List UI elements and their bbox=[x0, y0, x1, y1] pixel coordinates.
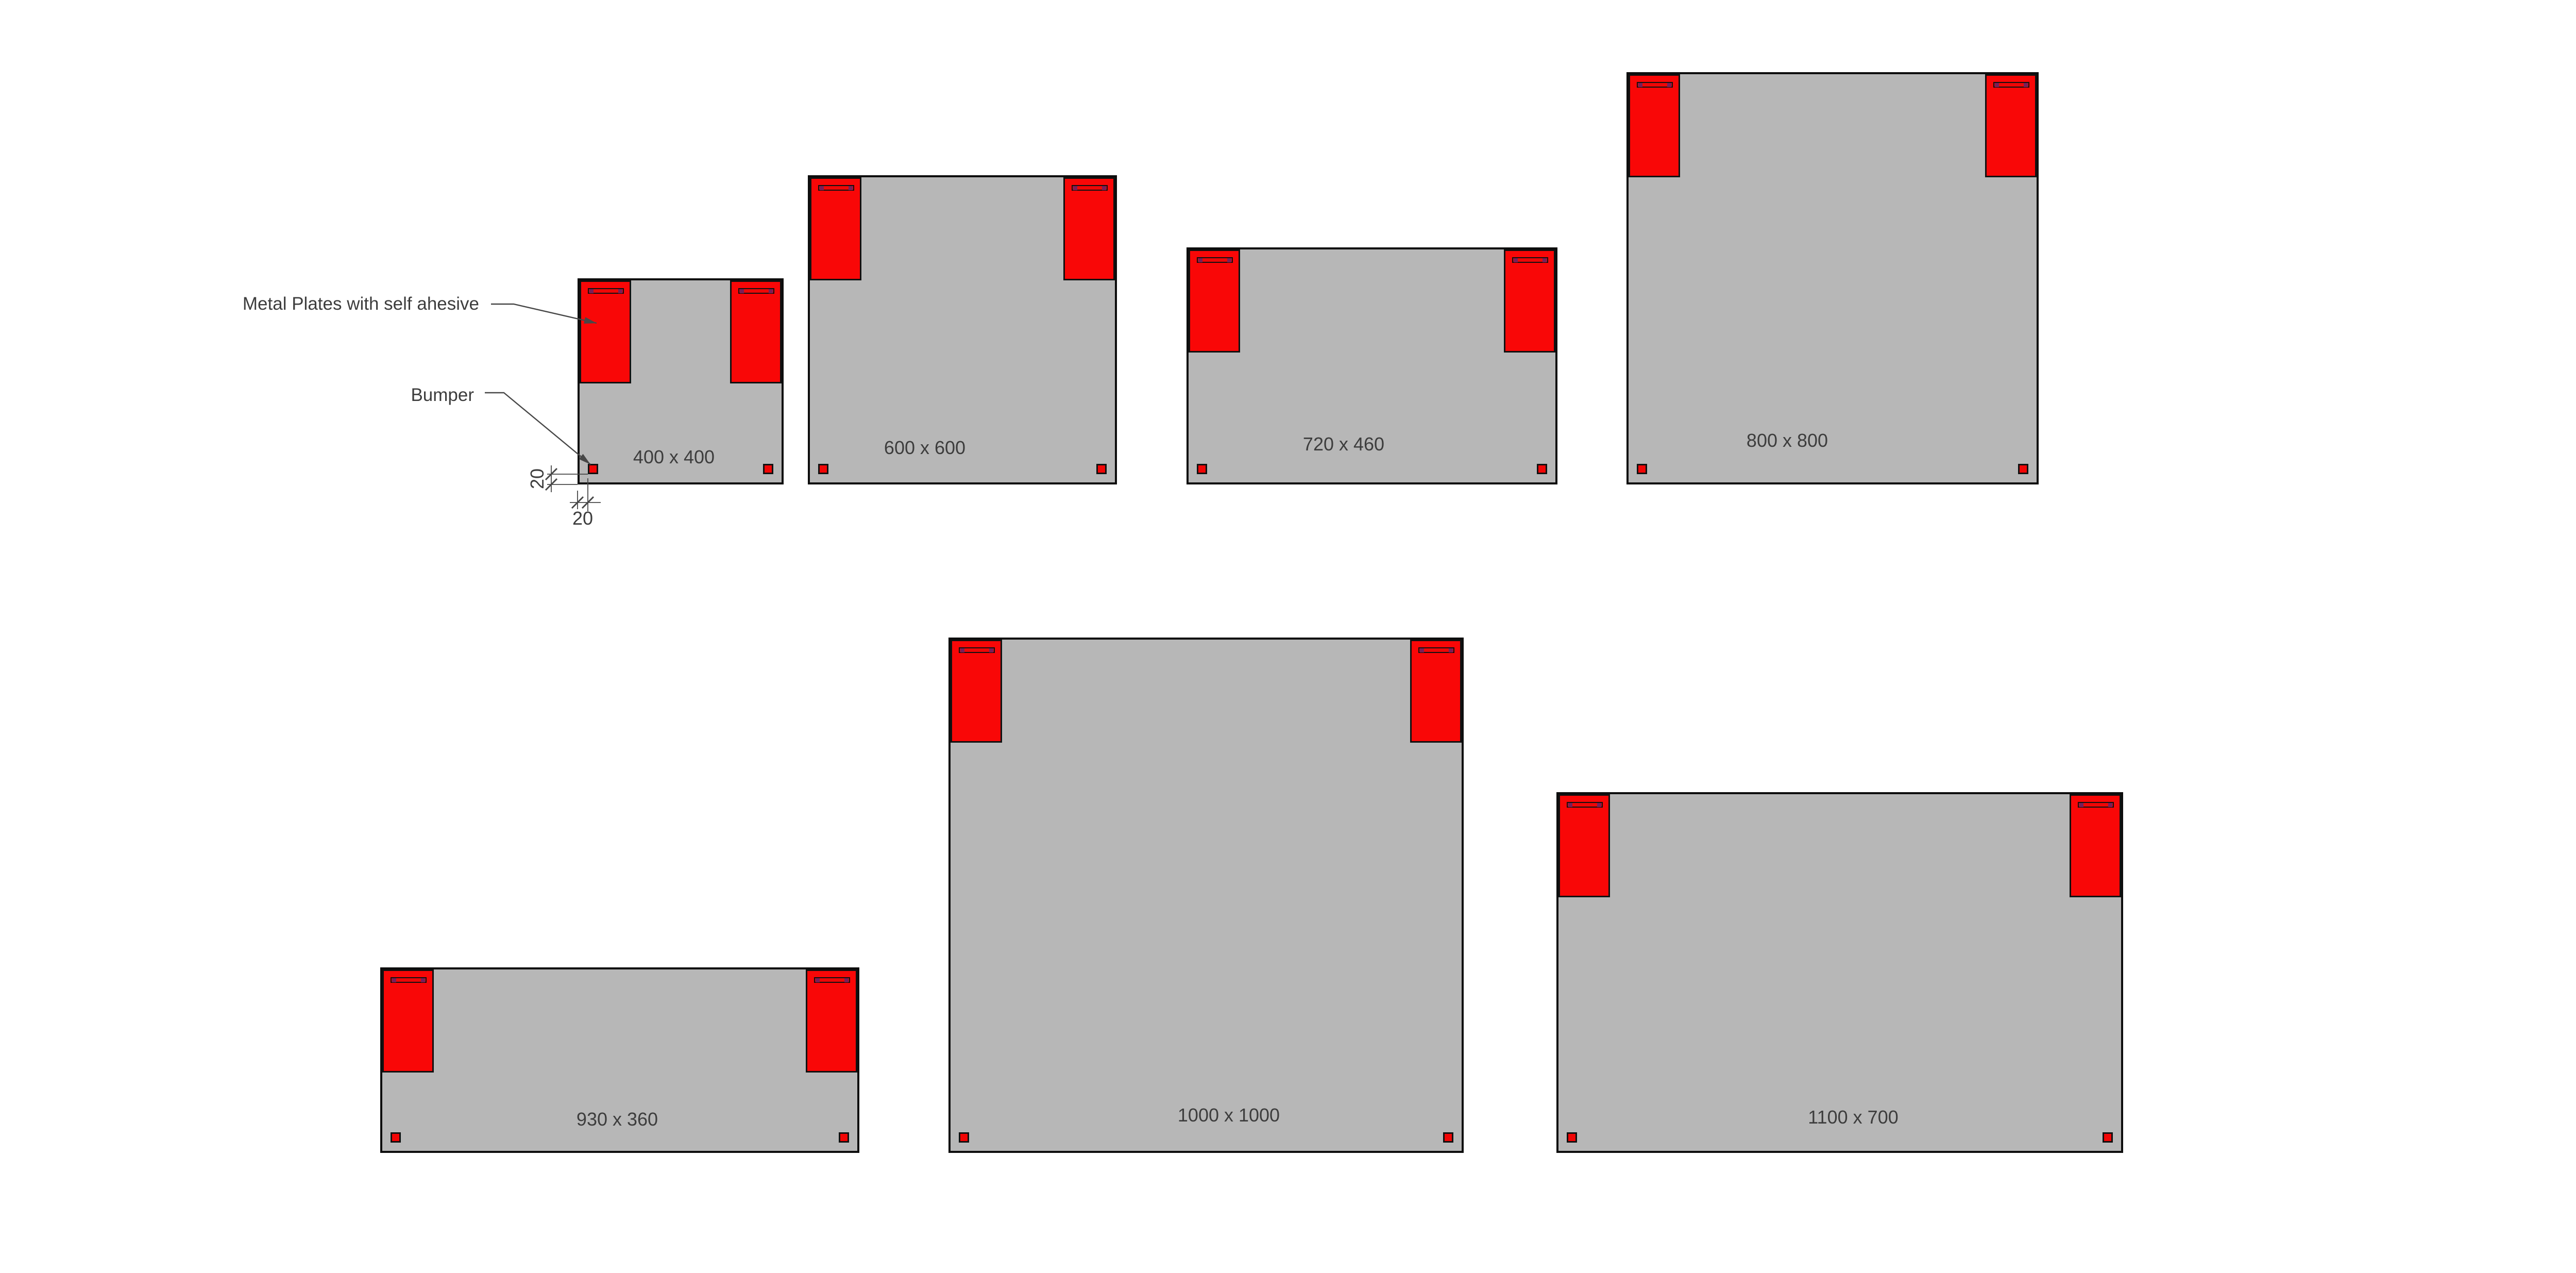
plate-slot bbox=[818, 185, 854, 191]
bumper-leader-line-arrowhead bbox=[579, 454, 590, 464]
plate-slot bbox=[1072, 185, 1108, 191]
metal-plate-right bbox=[1410, 640, 1462, 743]
metal-plate-left bbox=[810, 177, 861, 280]
metal-plates-annotation-label: Metal Plates with self ahesive bbox=[242, 294, 479, 314]
bumper-right bbox=[1443, 1132, 1453, 1143]
metal-plate-left bbox=[1189, 249, 1240, 353]
slot-end-square bbox=[392, 978, 396, 982]
metal-plate-left bbox=[580, 280, 631, 383]
slot-end-square bbox=[589, 289, 594, 293]
plate-slot bbox=[738, 288, 774, 294]
slot-end-square bbox=[1073, 186, 1077, 190]
plate-slot bbox=[2078, 802, 2114, 808]
panel-1000x1000 bbox=[948, 638, 1464, 1153]
slot-end-square bbox=[1227, 258, 1231, 262]
bumper-right bbox=[763, 464, 773, 474]
metal-plate-left bbox=[1629, 74, 1680, 177]
panel-720x460 bbox=[1187, 247, 1557, 484]
bumper-right bbox=[2103, 1132, 2113, 1143]
bumper-left bbox=[818, 464, 828, 474]
plate-slot bbox=[1637, 82, 1673, 88]
metal-plate-left bbox=[951, 640, 1002, 743]
slot-end-square bbox=[1568, 802, 1572, 807]
slot-end-square bbox=[1638, 82, 1642, 87]
plate-slot bbox=[1418, 647, 1454, 653]
panel-800x800 bbox=[1626, 72, 2039, 484]
slot-end-square bbox=[2108, 802, 2112, 807]
slot-end-square bbox=[740, 289, 744, 293]
bumper-leader-line bbox=[485, 392, 591, 465]
slot-end-square bbox=[1420, 648, 1424, 652]
slot-end-square bbox=[421, 978, 425, 982]
slot-end-square bbox=[820, 186, 824, 190]
dimension-tick-mark bbox=[545, 478, 558, 491]
metal-plates-leader-line-arrowhead bbox=[584, 317, 597, 324]
plate-slot bbox=[959, 647, 995, 653]
slot-end-square bbox=[989, 648, 993, 652]
dimension-tick-mark bbox=[581, 496, 595, 509]
plate-slot bbox=[1512, 257, 1548, 263]
slot-end-square bbox=[1543, 258, 1547, 262]
slot-end-square bbox=[2079, 802, 2083, 807]
panel-1100x700 bbox=[1556, 792, 2123, 1153]
metal-plate-right bbox=[730, 280, 782, 383]
metal-plate-left bbox=[1558, 794, 1610, 897]
panel-400x400 bbox=[578, 278, 784, 484]
bumper-left bbox=[1637, 464, 1647, 474]
slot-end-square bbox=[1597, 802, 1601, 807]
metal-plate-right bbox=[1063, 177, 1115, 280]
bumper-left bbox=[1197, 464, 1207, 474]
slot-end-square bbox=[844, 978, 849, 982]
metal-plate-right bbox=[2070, 794, 2121, 897]
dimension-tick-mark bbox=[545, 467, 558, 481]
metal-plates-leader-line bbox=[491, 303, 597, 324]
slot-end-square bbox=[618, 289, 622, 293]
bumper-right bbox=[1096, 464, 1107, 474]
bumper-left bbox=[959, 1132, 969, 1143]
slot-end-square bbox=[1667, 82, 1671, 87]
slot-end-square bbox=[2024, 82, 2028, 87]
bumper-left bbox=[588, 464, 598, 474]
plate-slot bbox=[588, 288, 624, 294]
panel-size-label: 720 x 460 bbox=[1302, 433, 1385, 455]
bumper-right bbox=[839, 1132, 849, 1143]
panel-size-label: 600 x 600 bbox=[884, 437, 966, 458]
plate-slot bbox=[1567, 802, 1603, 808]
bumper-annotation-label: Bumper bbox=[411, 385, 474, 405]
plate-slot bbox=[391, 977, 427, 983]
panel-size-label: 930 x 360 bbox=[576, 1109, 658, 1130]
metal-plate-right bbox=[1504, 249, 1555, 353]
slot-end-square bbox=[1102, 186, 1106, 190]
panel-600x600 bbox=[808, 175, 1117, 484]
dimension-label-vertical-20: 20 bbox=[527, 468, 548, 490]
bumper-right bbox=[1537, 464, 1547, 474]
bumper-left bbox=[391, 1132, 401, 1143]
dimension-tick-mark bbox=[571, 496, 584, 509]
plate-slot bbox=[1993, 82, 2029, 88]
panel-size-label: 400 x 400 bbox=[633, 446, 715, 467]
slot-end-square bbox=[1995, 82, 1999, 87]
panel-930x360 bbox=[380, 967, 859, 1153]
dimension-label-horizontal-20: 20 bbox=[572, 508, 594, 529]
slot-end-square bbox=[1514, 258, 1518, 262]
metal-plate-right bbox=[806, 969, 857, 1073]
bumper-right bbox=[2018, 464, 2028, 474]
plate-slot bbox=[1197, 257, 1233, 263]
panel-size-label: 1100 x 700 bbox=[1808, 1107, 1899, 1128]
metal-plate-left bbox=[382, 969, 434, 1073]
slot-end-square bbox=[849, 186, 853, 190]
panel-size-label: 1000 x 1000 bbox=[1177, 1104, 1280, 1126]
slot-end-square bbox=[1198, 258, 1202, 262]
panel-size-label: 800 x 800 bbox=[1746, 430, 1828, 451]
bumper-left bbox=[1567, 1132, 1577, 1143]
plate-slot bbox=[814, 977, 850, 983]
metal-plate-right bbox=[1985, 74, 2037, 177]
slot-end-square bbox=[1449, 648, 1453, 652]
slot-end-square bbox=[960, 648, 964, 652]
slot-end-square bbox=[769, 289, 773, 293]
slot-end-square bbox=[816, 978, 820, 982]
